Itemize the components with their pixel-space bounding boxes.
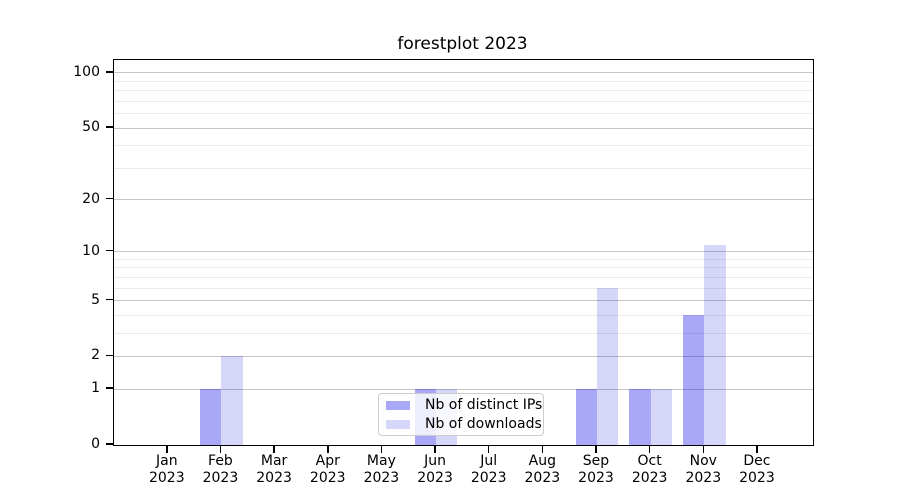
gridline-minor-40: [114, 145, 813, 147]
gridline-major-1: [114, 388, 813, 390]
gridline-minor-60: [114, 113, 813, 115]
xtick-label-jan: Jan 2023: [148, 453, 185, 486]
gridline-minor-3: [114, 332, 813, 334]
xtick-label-dec: Dec 2023: [739, 453, 775, 486]
legend-item-nb-of-downloads: Nb of downloads: [386, 416, 542, 432]
xtick-mark-aug: [541, 445, 544, 453]
ytick-label-2: 2: [91, 347, 100, 364]
gridline-minor-70: [114, 100, 813, 102]
legend-swatch-nb-of-distinct-ips: [386, 400, 410, 410]
xtick-label-nov: Nov 2023: [685, 453, 722, 486]
xtick-mark-nov: [702, 445, 705, 453]
bar-nb-of-distinct-ips-nov: [682, 315, 705, 445]
bar-nb-of-downloads-sep: [597, 288, 619, 445]
gridline-minor-30: [114, 167, 813, 169]
xtick-label-may: May 2023: [363, 453, 400, 486]
gridline-major-20: [114, 199, 813, 201]
gridline-major-50: [114, 127, 813, 129]
legend: Nb of distinct IPs Nb of downloads: [378, 393, 544, 436]
xtick-mark-mar: [273, 445, 275, 453]
ytick-mark-50: [106, 126, 113, 128]
xtick-mark-jan: [166, 445, 168, 453]
xtick-label-apr: Apr 2023: [309, 453, 346, 486]
legend-label-nb-of-downloads: Nb of downloads: [425, 416, 542, 432]
xtick-mark-dec: [756, 445, 758, 453]
bar-nb-of-distinct-ips-oct: [629, 389, 651, 445]
bar-nb-of-distinct-ips-feb: [200, 389, 222, 445]
ytick-mark-20: [106, 197, 113, 200]
xtick-label-jul: Jul 2023: [470, 453, 507, 486]
gridline-minor-80: [114, 90, 813, 92]
bar-nb-of-distinct-ips-sep: [575, 389, 597, 445]
bar-nb-of-downloads-nov: [704, 244, 726, 445]
ytick-mark-0: [106, 443, 113, 445]
gridline-minor-6: [114, 287, 813, 289]
ytick-label-1: 1: [91, 380, 100, 397]
ytick-label-100: 100: [73, 63, 100, 80]
ytick-mark-10: [106, 249, 113, 252]
ytick-label-5: 5: [91, 291, 100, 308]
xtick-mark-oct: [648, 445, 651, 453]
xtick-mark-feb: [219, 445, 222, 453]
legend-swatch-nb-of-downloads: [386, 419, 410, 429]
bar-nb-of-downloads-oct: [650, 389, 673, 445]
xtick-label-mar: Mar 2023: [256, 453, 292, 486]
gridline-minor-9: [114, 258, 813, 260]
gridline-major-10: [114, 251, 813, 253]
xtick-label-aug: Aug 2023: [524, 453, 561, 486]
gridline-minor-8: [114, 267, 813, 269]
xtick-mark-jul: [487, 445, 490, 453]
xtick-mark-sep: [595, 445, 597, 453]
ytick-label-0: 0: [91, 436, 100, 452]
legend-item-nb-of-distinct-ips: Nb of distinct IPs: [386, 397, 542, 413]
legend-label-nb-of-distinct-ips: Nb of distinct IPs: [425, 397, 543, 413]
gridline-major-2: [114, 355, 813, 357]
xtick-label-sep: Sep 2023: [578, 453, 614, 486]
bar-nb-of-downloads-feb: [221, 356, 243, 445]
ytick-mark-5: [106, 298, 113, 301]
xtick-mark-apr: [327, 445, 329, 453]
ytick-label-50: 50: [82, 119, 100, 136]
ytick-label-20: 20: [82, 190, 100, 207]
ytick-label-10: 10: [82, 242, 100, 259]
gridline-minor-7: [114, 276, 813, 278]
xtick-label-feb: Feb 2023: [202, 453, 239, 486]
ytick-mark-2: [106, 354, 113, 357]
gridline-minor-90: [114, 80, 813, 82]
ytick-mark-1: [106, 387, 113, 389]
xtick-mark-may: [380, 445, 383, 453]
chart-title: forestplot 2023: [397, 34, 528, 54]
gridline-major-100: [114, 72, 813, 74]
gridline-major-5: [114, 300, 813, 302]
xtick-mark-jun: [434, 445, 436, 453]
ytick-mark-100: [106, 71, 113, 73]
plot-area: Nb of distinct IPs Nb of downloads: [113, 59, 814, 446]
xtick-label-oct: Oct 2023: [631, 453, 668, 486]
gridline-minor-4: [114, 314, 813, 316]
xtick-label-jun: Jun 2023: [417, 453, 453, 486]
